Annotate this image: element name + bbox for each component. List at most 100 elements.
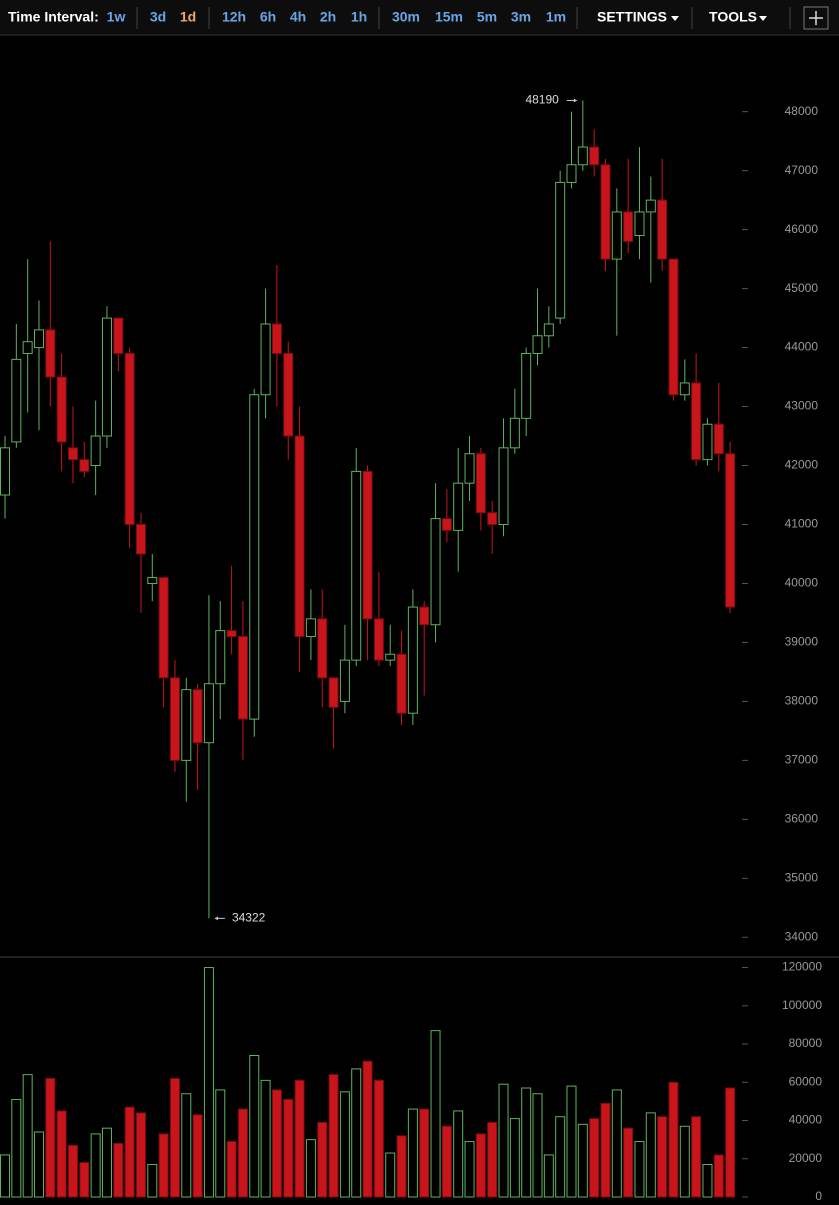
- volume-bar: [271, 1089, 282, 1198]
- volume-bar: [328, 1074, 339, 1198]
- volume-bar: [657, 1116, 668, 1198]
- add-button[interactable]: [803, 6, 829, 30]
- y2-tick-label: 100000: [782, 998, 822, 1012]
- interval-button[interactable]: 30m: [392, 9, 420, 25]
- volume-bar: [362, 1060, 373, 1198]
- candle-body: [543, 323, 554, 337]
- candle-body: [249, 394, 260, 720]
- volume-bar: [373, 1079, 384, 1198]
- y-tick-label: 37000: [785, 753, 819, 767]
- volume-bar: [566, 1085, 577, 1198]
- candle-body: [203, 683, 214, 744]
- candle-body: [679, 382, 690, 396]
- candle-body: [691, 382, 702, 461]
- y-tick-label: 36000: [785, 812, 819, 826]
- volume-bar: [147, 1163, 158, 1198]
- candle-body: [668, 258, 679, 396]
- min-annotation: 34322: [232, 910, 266, 924]
- volume-bar: [385, 1152, 396, 1198]
- menu-button[interactable]: SETTINGS: [597, 9, 667, 25]
- candle-body: [90, 435, 101, 467]
- interval-button[interactable]: 1m: [546, 9, 566, 25]
- y2-tick-label: 80000: [789, 1036, 823, 1050]
- candle-body: [113, 317, 124, 354]
- candle-body: [22, 341, 33, 354]
- candle-body: [192, 689, 203, 744]
- volume-bar: [441, 1125, 452, 1198]
- candle-body: [215, 630, 226, 685]
- candle-body: [589, 146, 600, 166]
- interval-button[interactable]: 4h: [290, 9, 306, 25]
- candle-body: [226, 630, 237, 638]
- interval-button[interactable]: 12h: [222, 9, 246, 25]
- volume-bar: [192, 1114, 203, 1198]
- candle-body: [124, 352, 135, 525]
- interval-button[interactable]: 2h: [320, 9, 336, 25]
- interval-button[interactable]: 1d: [180, 9, 196, 25]
- volume-bar: [56, 1110, 67, 1198]
- volume-bar: [521, 1087, 532, 1198]
- y-tick-label: 45000: [785, 281, 819, 295]
- candle-body: [532, 335, 543, 354]
- interval-button[interactable]: 1h: [351, 9, 367, 25]
- y2-tick-label: 0: [815, 1189, 822, 1200]
- candle-body: [67, 447, 78, 461]
- interval-button[interactable]: 6h: [260, 9, 276, 25]
- candle-body: [237, 636, 248, 720]
- candle-body: [611, 211, 622, 260]
- candle-body: [317, 618, 328, 679]
- candle-body: [362, 470, 373, 620]
- interval-button[interactable]: 15m: [435, 9, 463, 25]
- volume-bar: [339, 1091, 350, 1198]
- volume-bar: [203, 967, 214, 1198]
- annotation-arrowhead: [573, 98, 577, 103]
- volume-bar: [249, 1055, 260, 1198]
- candle-body: [169, 677, 180, 761]
- volume-bar: [430, 1030, 441, 1198]
- y-tick-label: 46000: [785, 222, 819, 236]
- candle-body: [498, 447, 509, 525]
- volume-bar: [22, 1074, 33, 1198]
- volume-bar: [509, 1118, 520, 1198]
- candle-body: [634, 211, 645, 237]
- candle-body: [419, 606, 430, 626]
- candle-body: [577, 146, 588, 166]
- y2-tick-label: 60000: [789, 1074, 823, 1088]
- y-tick-label: 47000: [785, 163, 819, 177]
- candle-body: [305, 618, 316, 638]
- candle-body: [101, 317, 112, 437]
- candle-body: [11, 358, 22, 443]
- y-tick-label: 35000: [785, 871, 819, 885]
- volume-bar: [532, 1093, 543, 1198]
- candle-body: [555, 181, 566, 319]
- y-tick-label: 40000: [785, 576, 819, 590]
- volume-bar: [668, 1081, 679, 1198]
- interval-button[interactable]: 1w: [107, 9, 126, 25]
- volume-bar: [0, 1154, 10, 1198]
- max-annotation: 48190: [525, 93, 559, 107]
- y-tick-label: 39000: [785, 635, 819, 649]
- candle-body: [283, 352, 294, 437]
- volume-bar: [294, 1079, 305, 1198]
- volume-bar: [101, 1127, 112, 1198]
- candle-body: [566, 164, 577, 183]
- menu-button[interactable]: TOOLS: [709, 9, 757, 25]
- interval-button[interactable]: 5m: [477, 9, 497, 25]
- candle-body: [385, 653, 396, 661]
- candle-body: [453, 482, 464, 531]
- y-tick-label: 48000: [785, 104, 819, 118]
- y-tick-label: 34000: [785, 929, 819, 943]
- volume-bar: [611, 1089, 622, 1198]
- volume-bar: [623, 1127, 634, 1198]
- toolbar-label: Time Interval:: [8, 9, 99, 25]
- candle-body: [600, 164, 611, 260]
- candle-body: [0, 447, 10, 496]
- interval-button[interactable]: 3m: [511, 9, 531, 25]
- candle-body: [475, 453, 486, 514]
- volume-bar: [124, 1106, 135, 1198]
- volume-bar: [725, 1087, 736, 1198]
- candle-body: [373, 618, 384, 661]
- volume-bar: [90, 1133, 101, 1198]
- interval-button[interactable]: 3d: [150, 9, 166, 25]
